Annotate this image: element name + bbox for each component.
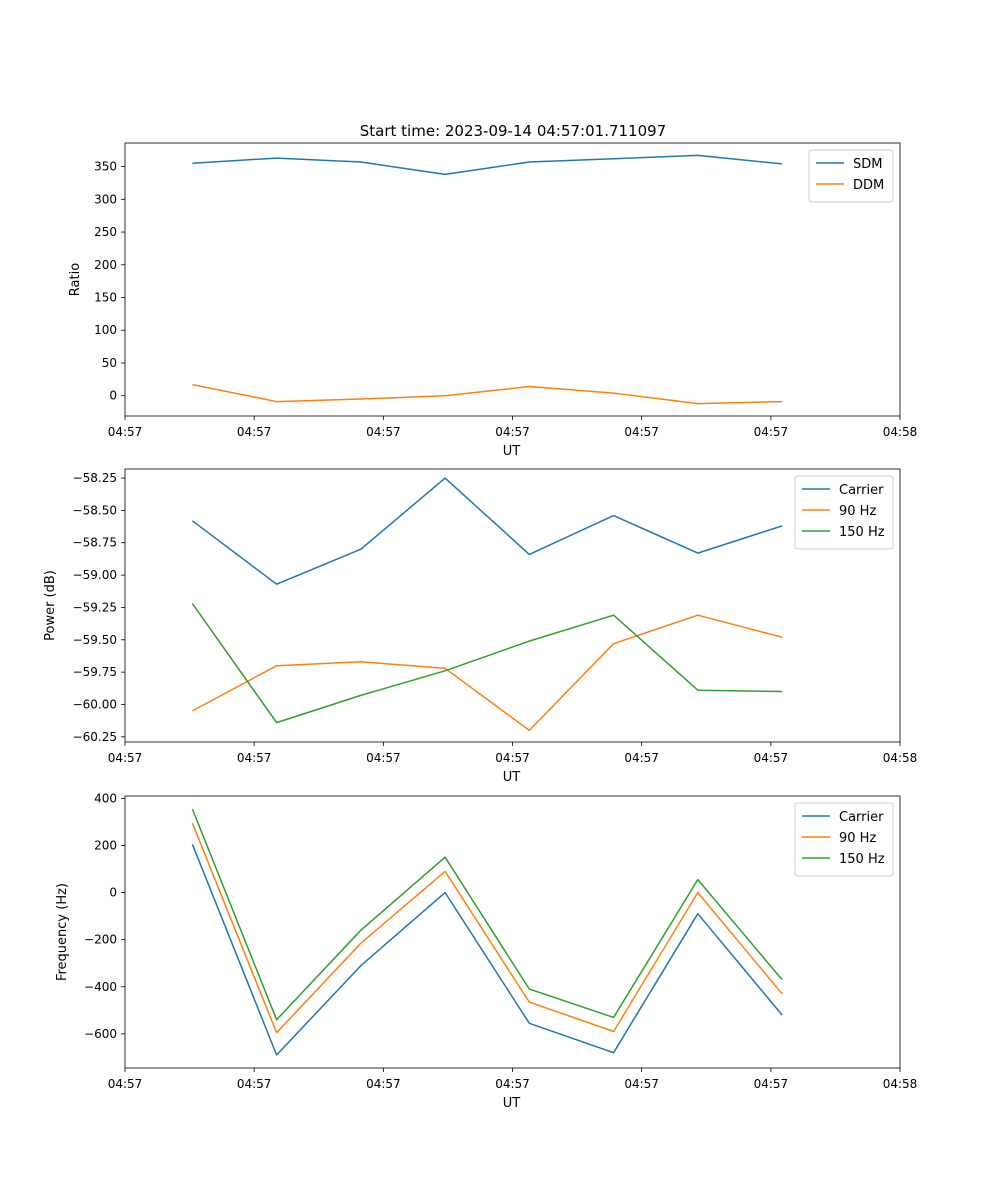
x-tick-label: 04:57 <box>366 751 401 765</box>
series-line-sdm <box>192 154 783 176</box>
x-tick-label: 04:57 <box>237 1077 272 1091</box>
series-line-150-hz <box>191 808 783 1021</box>
legend: Carrier 90 Hz 150 Hz <box>794 475 894 550</box>
y-tick-label: 50 <box>102 356 117 370</box>
y-tick-label: −59.00 <box>73 568 117 582</box>
x-tick-label: 04:58 <box>883 751 918 765</box>
y-axis-label: Ratio <box>68 263 83 296</box>
legend-entry: 90 Hz <box>839 504 876 519</box>
series-line-carrier <box>191 844 783 1056</box>
x-tick-label: 04:57 <box>495 1077 530 1091</box>
y-tick-label: −58.25 <box>73 471 117 485</box>
x-tick-label: 04:57 <box>624 751 659 765</box>
x-tick-label: 04:58 <box>883 1077 918 1091</box>
axes-frame <box>124 468 901 743</box>
y-axis-label: Power (dB) <box>43 570 58 641</box>
x-tick-label: 04:57 <box>108 1077 143 1091</box>
x-axis-label: UT <box>503 1096 521 1111</box>
legend-entry: 150 Hz <box>839 852 885 867</box>
y-tick-label: 300 <box>94 192 117 206</box>
chart-panel-1: 04:57 04:57 04:57 04:57 04:57 04:57 04:58 0 50 10… <box>68 142 918 459</box>
x-axis-label: UT <box>503 444 521 459</box>
y-tick-label: −200 <box>84 933 117 947</box>
y-tick-label: 0 <box>109 886 117 900</box>
legend-entry: 150 Hz <box>839 525 885 540</box>
y-tick-label: 400 <box>94 791 117 805</box>
x-tick-label: 04:57 <box>366 1077 401 1091</box>
x-tick-label: 04:57 <box>108 425 143 439</box>
figure-title: Start time: 2023-09-14 04:57:01.711097 <box>360 122 666 140</box>
series-line-ddm <box>192 383 783 405</box>
axes-frame <box>124 142 901 417</box>
x-tick-label: 04:57 <box>495 751 530 765</box>
y-tick-label: −59.75 <box>73 665 117 679</box>
legend: Carrier 90 Hz 150 Hz <box>794 802 894 877</box>
series-line-150-hz <box>191 603 783 724</box>
y-tick-label: −60.25 <box>73 730 117 744</box>
x-tick-label: 04:57 <box>495 425 530 439</box>
y-tick-label: 0 <box>109 389 117 403</box>
legend-entry: Carrier <box>839 483 884 498</box>
legend: SDM DDM <box>808 149 894 203</box>
y-tick-label: −58.75 <box>73 536 117 550</box>
y-axis-label: Frequency (Hz) <box>55 883 70 981</box>
chart-panel-2: 04:57 04:57 04:57 04:57 04:57 04:57 04:58 −60.2… <box>43 468 918 785</box>
x-tick-label: 04:57 <box>237 425 272 439</box>
x-tick-label: 04:57 <box>754 751 789 765</box>
legend-entry: DDM <box>853 178 884 193</box>
y-tick-label: −400 <box>84 980 117 994</box>
y-tick-label: −59.25 <box>73 600 117 614</box>
y-tick-label: −58.50 <box>73 503 117 517</box>
y-tick-label: −600 <box>84 1027 117 1041</box>
x-tick-label: 04:58 <box>883 425 918 439</box>
chart-panel-3: 04:57 04:57 04:57 04:57 04:57 04:57 04:58 −600 −… <box>55 791 917 1111</box>
x-tick-label: 04:57 <box>624 1077 659 1091</box>
y-tick-label: 150 <box>94 291 117 305</box>
y-tick-label: −59.50 <box>73 633 117 647</box>
legend-entry: Carrier <box>839 810 884 825</box>
series-line-90-hz <box>192 614 783 732</box>
x-tick-label: 04:57 <box>754 1077 789 1091</box>
x-tick-label: 04:57 <box>366 425 401 439</box>
y-tick-label: 350 <box>94 160 117 174</box>
series-line-carrier <box>191 477 783 585</box>
x-tick-label: 04:57 <box>237 751 272 765</box>
legend-entry: 90 Hz <box>839 831 876 846</box>
x-tick-label: 04:57 <box>754 425 789 439</box>
series-line-90-hz <box>191 822 783 1034</box>
x-tick-label: 04:57 <box>108 751 143 765</box>
x-axis-label: UT <box>503 770 521 785</box>
y-tick-label: −60.00 <box>73 697 117 711</box>
legend-entry: SDM <box>853 157 882 172</box>
y-tick-label: 200 <box>94 258 117 272</box>
y-tick-label: 200 <box>94 838 117 852</box>
y-tick-label: 250 <box>94 225 117 239</box>
y-tick-label: 100 <box>94 323 117 337</box>
x-tick-label: 04:57 <box>624 425 659 439</box>
